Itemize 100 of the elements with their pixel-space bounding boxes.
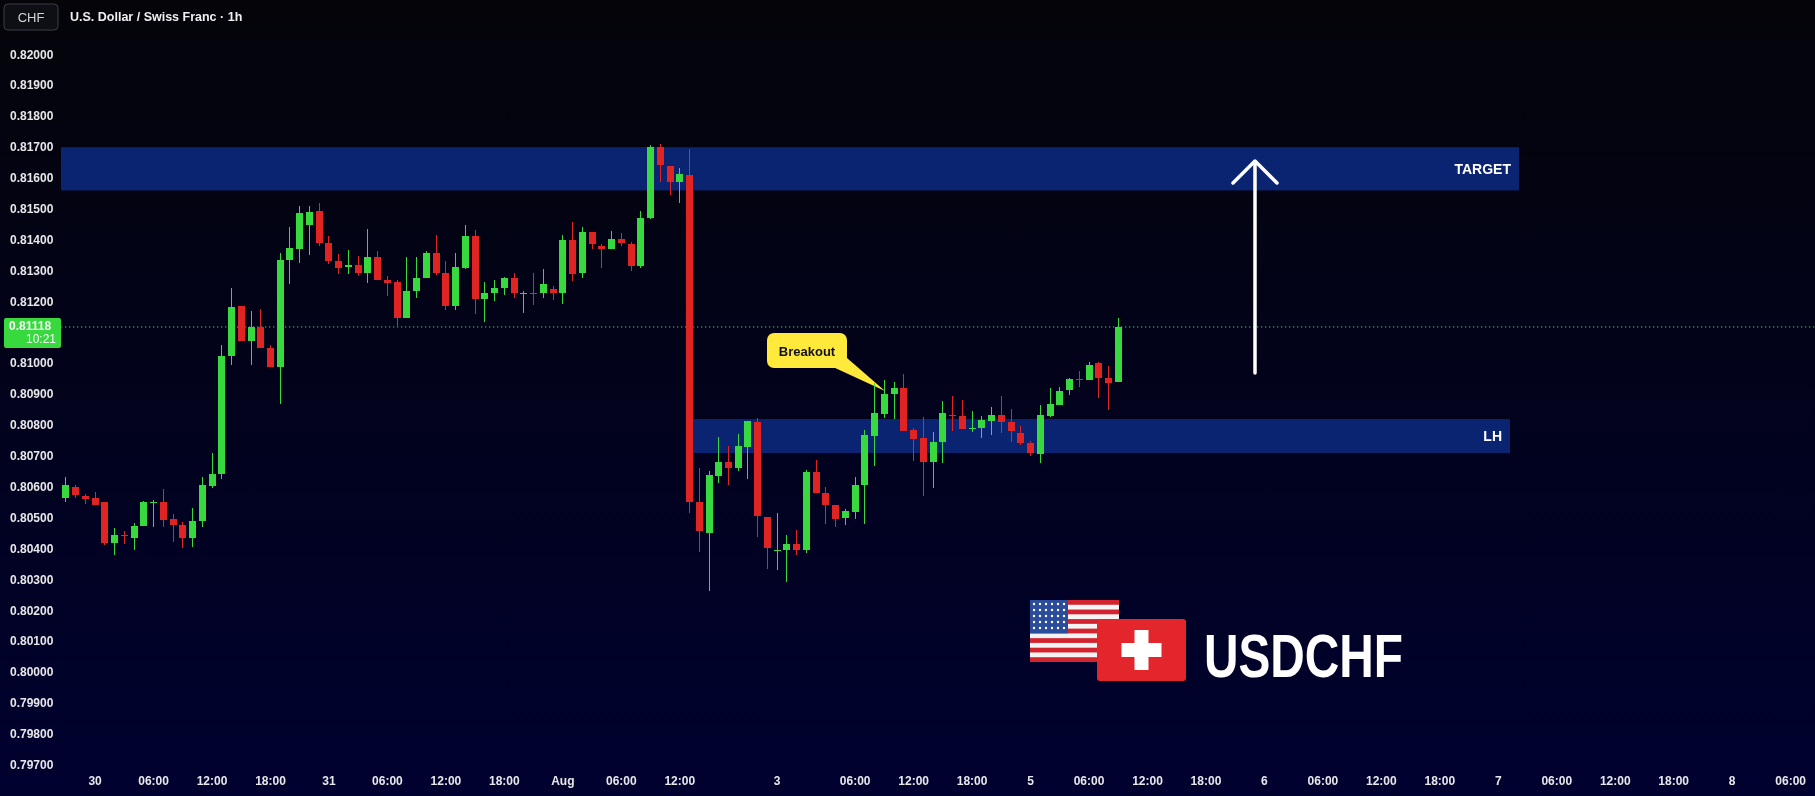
candlestick: [160, 488, 167, 528]
y-tick-label: 0.81500: [10, 201, 54, 216]
y-tick-label: 0.80700: [10, 449, 54, 464]
candlestick: [910, 427, 917, 462]
band-label: TARGET: [1454, 160, 1512, 177]
candlestick: [676, 167, 683, 204]
candlestick: [725, 445, 732, 486]
candlestick: [715, 436, 722, 484]
x-tick-label: 30: [88, 774, 103, 788]
x-tick-label: 5: [1027, 774, 1035, 788]
candlestick: [1076, 370, 1083, 388]
candlestick: [881, 379, 888, 419]
y-tick-label: 0.81900: [10, 78, 54, 93]
candlestick: [325, 235, 332, 265]
y-tick-label: 0.80100: [10, 634, 54, 649]
candlestick: [189, 507, 196, 548]
candlestick: [978, 415, 985, 439]
y-tick-label: 0.80300: [10, 572, 54, 587]
candlestick: [520, 290, 527, 314]
candlestick: [774, 512, 781, 571]
y-tick-label: 0.81000: [10, 356, 54, 371]
candlestick: [121, 530, 128, 545]
x-tick-label: 06:00: [1775, 774, 1807, 788]
candlestick: [871, 382, 878, 467]
x-tick-label: 12:00: [196, 774, 228, 788]
x-tick-label: 06:00: [839, 774, 871, 788]
y-tick-label: 0.80800: [10, 418, 54, 433]
x-tick-label: 8: [1728, 774, 1736, 788]
candlestick: [1008, 408, 1015, 443]
x-tick-label: 12:00: [430, 774, 462, 788]
x-tick-label: 12:00: [1366, 774, 1398, 788]
candlestick: [988, 406, 995, 436]
x-tick-label: 06:00: [372, 774, 404, 788]
y-tick-label: 0.79700: [10, 758, 54, 772]
x-tick-label: 12:00: [664, 774, 696, 788]
y-tick-label: 0.82000: [10, 47, 54, 62]
candlestick: [355, 255, 362, 277]
candlestick: [832, 504, 839, 528]
y-tick-label: 0.80600: [10, 479, 54, 494]
candlestick: [667, 165, 674, 196]
candlestick: [1017, 425, 1024, 446]
candlestick: [920, 416, 927, 497]
candlestick: [822, 486, 829, 525]
candlestick: [131, 522, 138, 551]
candlestick: [598, 243, 605, 269]
candlestick: [891, 381, 898, 420]
ref-line-label: 0.81118: [9, 318, 52, 333]
x-tick-label: 18:00: [956, 774, 988, 788]
candlestick: [530, 272, 537, 306]
candlestick: [433, 234, 440, 276]
candlestick: [384, 275, 391, 297]
y-tick-label: 0.81800: [10, 109, 54, 124]
x-tick-label: 06:00: [1541, 774, 1573, 788]
x-tick-label: 31: [322, 774, 336, 788]
y-tick-label: 0.81700: [10, 140, 54, 155]
x-tick-label: 12:00: [1132, 774, 1164, 788]
y-tick-label: 0.80400: [10, 541, 54, 556]
candlestick: [1095, 361, 1102, 399]
candlestick: [170, 513, 177, 543]
x-tick-label: 6: [1261, 774, 1269, 788]
candlestick: [1105, 365, 1112, 411]
y-axis-title: CHF: [17, 9, 45, 25]
candlestick: [930, 431, 937, 489]
x-tick-label: 06:00: [1073, 774, 1105, 788]
x-tick-label: 18:00: [1424, 774, 1456, 788]
annotation: USDCHF: [1204, 621, 1463, 690]
x-tick-label: 18:00: [255, 774, 287, 788]
candlestick: [209, 452, 216, 489]
x-tick-label: 7: [1494, 774, 1502, 788]
candlestick: [374, 250, 381, 281]
candlestick: [540, 268, 547, 299]
candlestick: [511, 272, 518, 299]
candlestick: [140, 500, 147, 527]
candlestick: [306, 205, 313, 256]
candlestick: [998, 395, 1005, 434]
candlestick: [345, 249, 352, 275]
x-tick-label: 06:00: [605, 774, 637, 788]
candlestick: [969, 410, 976, 433]
candlestick: [481, 281, 488, 323]
candlestick: [491, 279, 498, 302]
candlestick: [1047, 387, 1054, 418]
candlestick: [413, 256, 420, 299]
x-tick-label: 3: [773, 774, 781, 788]
y-tick-label: 0.81300: [10, 263, 54, 278]
y-tick-label: 0.81200: [10, 294, 54, 309]
x-tick-label: 06:00: [1307, 774, 1339, 788]
annotation: Breakout: [778, 343, 836, 358]
text: 10:21: [25, 331, 57, 346]
candlestick: [949, 395, 956, 432]
candlestick: [150, 499, 157, 528]
y-tick-label: 0.80000: [10, 665, 54, 680]
y-tick-label: 0.81400: [10, 232, 54, 247]
candlestick: [286, 226, 293, 285]
y-tick-label: 0.81600: [10, 171, 54, 186]
y-tick-label: 0.80900: [10, 387, 54, 402]
candlestick: [735, 433, 742, 472]
candlestick: [335, 253, 342, 275]
candlestick: [793, 529, 800, 556]
x-tick-label: 18:00: [1658, 774, 1690, 788]
band-label: LH: [1483, 428, 1502, 445]
